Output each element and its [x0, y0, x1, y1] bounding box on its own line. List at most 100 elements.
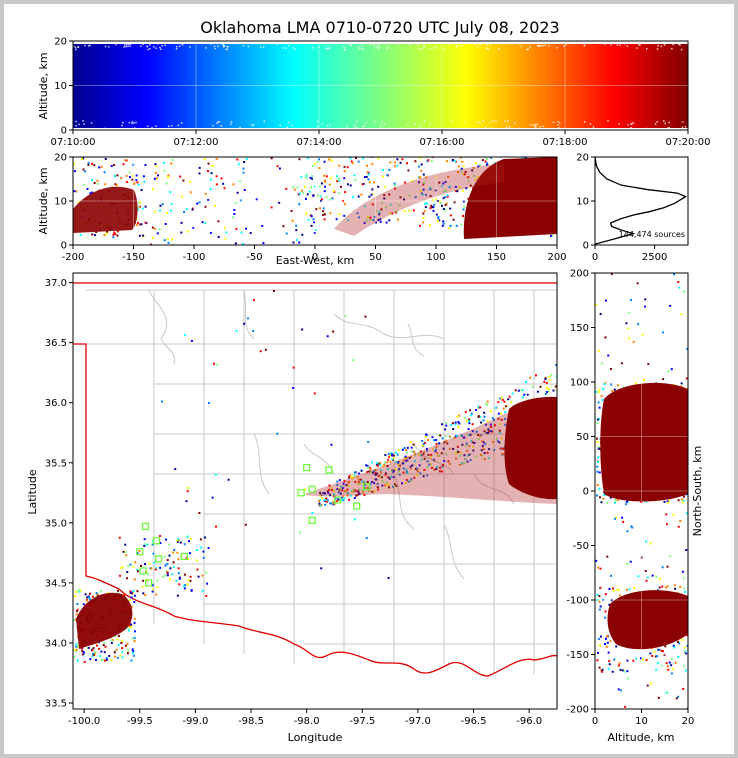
- source-point: [422, 173, 425, 176]
- source-point: [342, 495, 345, 498]
- source-gap: [668, 126, 671, 129]
- source-point: [130, 596, 133, 599]
- source-point: [104, 645, 107, 648]
- source-point: [666, 691, 669, 694]
- source-point: [544, 392, 547, 395]
- source-point: [598, 644, 601, 647]
- source-point: [366, 164, 369, 167]
- source-point: [389, 203, 392, 206]
- source-point: [261, 225, 264, 228]
- source-gap: [486, 47, 488, 49]
- source-gap: [353, 124, 356, 127]
- source-point: [131, 178, 134, 181]
- source-point: [664, 645, 667, 648]
- source-point: [453, 436, 456, 439]
- source-point: [673, 646, 676, 649]
- source-point: [197, 575, 200, 578]
- source-point: [293, 188, 296, 191]
- source-point: [385, 145, 387, 147]
- source-point: [379, 220, 382, 223]
- source-point: [562, 429, 564, 431]
- source-point: [216, 363, 219, 366]
- north-south-y-label: North-South, km: [691, 446, 704, 537]
- source-point: [410, 446, 413, 449]
- source-gap: [175, 45, 178, 48]
- source-point: [128, 171, 131, 174]
- source-point: [318, 500, 321, 503]
- source-point: [170, 162, 173, 165]
- source-point: [483, 452, 486, 455]
- source-point: [501, 452, 504, 455]
- source-point: [555, 364, 557, 367]
- source-point: [177, 538, 180, 541]
- source-point: [262, 242, 265, 245]
- north-south-dense-core-south: [607, 590, 688, 650]
- source-point: [560, 369, 562, 371]
- source-point: [645, 579, 648, 582]
- source-gap: [358, 47, 361, 50]
- source-point: [374, 153, 376, 155]
- source-point: [311, 165, 314, 168]
- source-point: [661, 585, 664, 588]
- source-point: [394, 451, 397, 454]
- source-point: [647, 363, 650, 366]
- source-point: [475, 408, 478, 411]
- source-gap: [383, 123, 386, 125]
- source-point: [644, 305, 647, 308]
- source-point: [368, 195, 371, 198]
- source-point: [323, 190, 326, 193]
- source-point: [156, 232, 159, 235]
- source-point: [329, 177, 332, 180]
- source-gap: [123, 46, 125, 48]
- source-point: [432, 206, 435, 209]
- source-point: [313, 185, 316, 188]
- source-gap: [376, 44, 379, 47]
- source-point: [621, 516, 624, 519]
- source-point: [405, 449, 408, 452]
- source-point: [114, 635, 117, 638]
- source-point: [124, 543, 127, 546]
- source-point: [371, 203, 374, 206]
- source-point: [336, 488, 339, 491]
- source-point: [598, 666, 601, 669]
- source-point: [344, 314, 347, 317]
- source-point: [73, 190, 76, 193]
- source-point: [167, 176, 170, 179]
- source-point: [683, 587, 686, 590]
- source-point: [341, 489, 344, 492]
- source-point: [504, 411, 507, 414]
- source-point: [448, 447, 451, 450]
- source-gap: [356, 120, 358, 123]
- source-point: [429, 224, 432, 227]
- source-point: [454, 160, 457, 163]
- source-gap: [242, 44, 245, 47]
- source-point: [103, 171, 106, 174]
- source-point: [610, 273, 613, 276]
- source-point: [110, 641, 113, 644]
- source-point: [346, 488, 349, 491]
- source-point: [214, 473, 217, 476]
- source-point: [304, 185, 307, 188]
- source-point: [83, 660, 86, 663]
- source-point: [665, 691, 668, 694]
- source-point: [75, 613, 78, 616]
- source-point: [456, 445, 459, 448]
- source-gap: [177, 124, 180, 127]
- source-point: [398, 473, 401, 476]
- north-south-grid: [594, 272, 689, 710]
- source-gap: [216, 122, 218, 124]
- source-point: [185, 208, 188, 211]
- source-point: [521, 396, 524, 399]
- source-point: [179, 175, 182, 178]
- source-gap: [288, 121, 290, 124]
- source-point: [349, 184, 352, 187]
- source-gap: [400, 127, 403, 130]
- source-point: [168, 578, 171, 581]
- source-point: [243, 160, 246, 163]
- source-point: [169, 567, 172, 570]
- source-point: [357, 478, 360, 481]
- source-point: [613, 517, 616, 520]
- source-point: [432, 448, 435, 451]
- source-gap: [230, 123, 232, 125]
- source-point: [424, 441, 427, 444]
